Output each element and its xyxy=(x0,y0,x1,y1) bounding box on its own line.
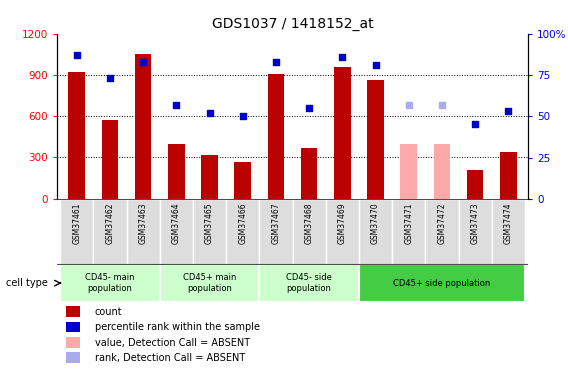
Bar xyxy=(425,199,458,264)
Bar xyxy=(400,144,417,199)
Bar xyxy=(60,199,93,264)
Point xyxy=(272,59,281,65)
Bar xyxy=(160,199,193,264)
Point xyxy=(304,105,314,111)
Text: GSM37462: GSM37462 xyxy=(106,202,114,243)
Text: GSM37471: GSM37471 xyxy=(404,202,414,243)
Bar xyxy=(325,199,359,264)
Bar xyxy=(168,144,185,199)
Text: GSM37470: GSM37470 xyxy=(371,202,380,244)
Point xyxy=(172,102,181,108)
Bar xyxy=(293,199,325,264)
Bar xyxy=(60,264,160,302)
Text: GSM37465: GSM37465 xyxy=(205,202,214,244)
Bar xyxy=(66,322,81,332)
Bar xyxy=(268,74,284,199)
Bar xyxy=(66,338,81,348)
Bar xyxy=(467,170,483,199)
Bar xyxy=(127,199,160,264)
Text: GSM37469: GSM37469 xyxy=(338,202,347,244)
Text: GSM37468: GSM37468 xyxy=(304,202,314,243)
Bar xyxy=(102,120,118,199)
Point xyxy=(404,102,414,108)
Bar xyxy=(135,54,152,199)
Bar xyxy=(93,199,127,264)
Bar xyxy=(235,162,251,199)
Bar xyxy=(301,148,318,199)
Bar xyxy=(201,155,218,199)
Bar xyxy=(160,264,260,302)
Text: percentile rank within the sample: percentile rank within the sample xyxy=(94,322,260,332)
Bar xyxy=(68,72,85,199)
Bar xyxy=(433,144,450,199)
Bar xyxy=(500,152,517,199)
Point xyxy=(470,122,479,128)
Text: GSM37464: GSM37464 xyxy=(172,202,181,244)
Text: GSM37473: GSM37473 xyxy=(471,202,479,244)
Point xyxy=(72,52,81,58)
Text: rank, Detection Call = ABSENT: rank, Detection Call = ABSENT xyxy=(94,352,245,363)
Bar xyxy=(66,352,81,363)
Bar xyxy=(226,199,260,264)
Bar xyxy=(392,199,425,264)
Text: GSM37467: GSM37467 xyxy=(272,202,281,244)
Text: GSM37461: GSM37461 xyxy=(72,202,81,243)
Point xyxy=(371,62,380,68)
Bar xyxy=(492,199,525,264)
Bar xyxy=(359,264,525,302)
Text: count: count xyxy=(94,307,122,317)
Text: CD45- side
population: CD45- side population xyxy=(286,273,332,293)
Bar xyxy=(66,306,81,317)
Bar xyxy=(193,199,226,264)
Bar xyxy=(260,264,359,302)
Text: GSM37474: GSM37474 xyxy=(504,202,513,244)
Bar xyxy=(334,67,350,199)
Bar xyxy=(260,199,293,264)
Point xyxy=(238,113,247,119)
Point xyxy=(437,102,446,108)
Title: GDS1037 / 1418152_at: GDS1037 / 1418152_at xyxy=(212,17,373,32)
Text: value, Detection Call = ABSENT: value, Detection Call = ABSENT xyxy=(94,338,250,348)
Text: CD45+ main
population: CD45+ main population xyxy=(183,273,236,293)
Bar xyxy=(458,199,492,264)
Text: CD45- main
population: CD45- main population xyxy=(85,273,135,293)
Point xyxy=(106,75,115,81)
Bar xyxy=(367,81,384,199)
Point xyxy=(504,108,513,114)
Point xyxy=(338,54,347,60)
Text: GSM37466: GSM37466 xyxy=(238,202,247,244)
Text: GSM37463: GSM37463 xyxy=(139,202,148,244)
Text: cell type: cell type xyxy=(6,278,48,288)
Text: GSM37472: GSM37472 xyxy=(437,202,446,243)
Point xyxy=(139,59,148,65)
Bar xyxy=(359,199,392,264)
Point xyxy=(205,110,214,116)
Text: CD45+ side population: CD45+ side population xyxy=(393,279,491,288)
